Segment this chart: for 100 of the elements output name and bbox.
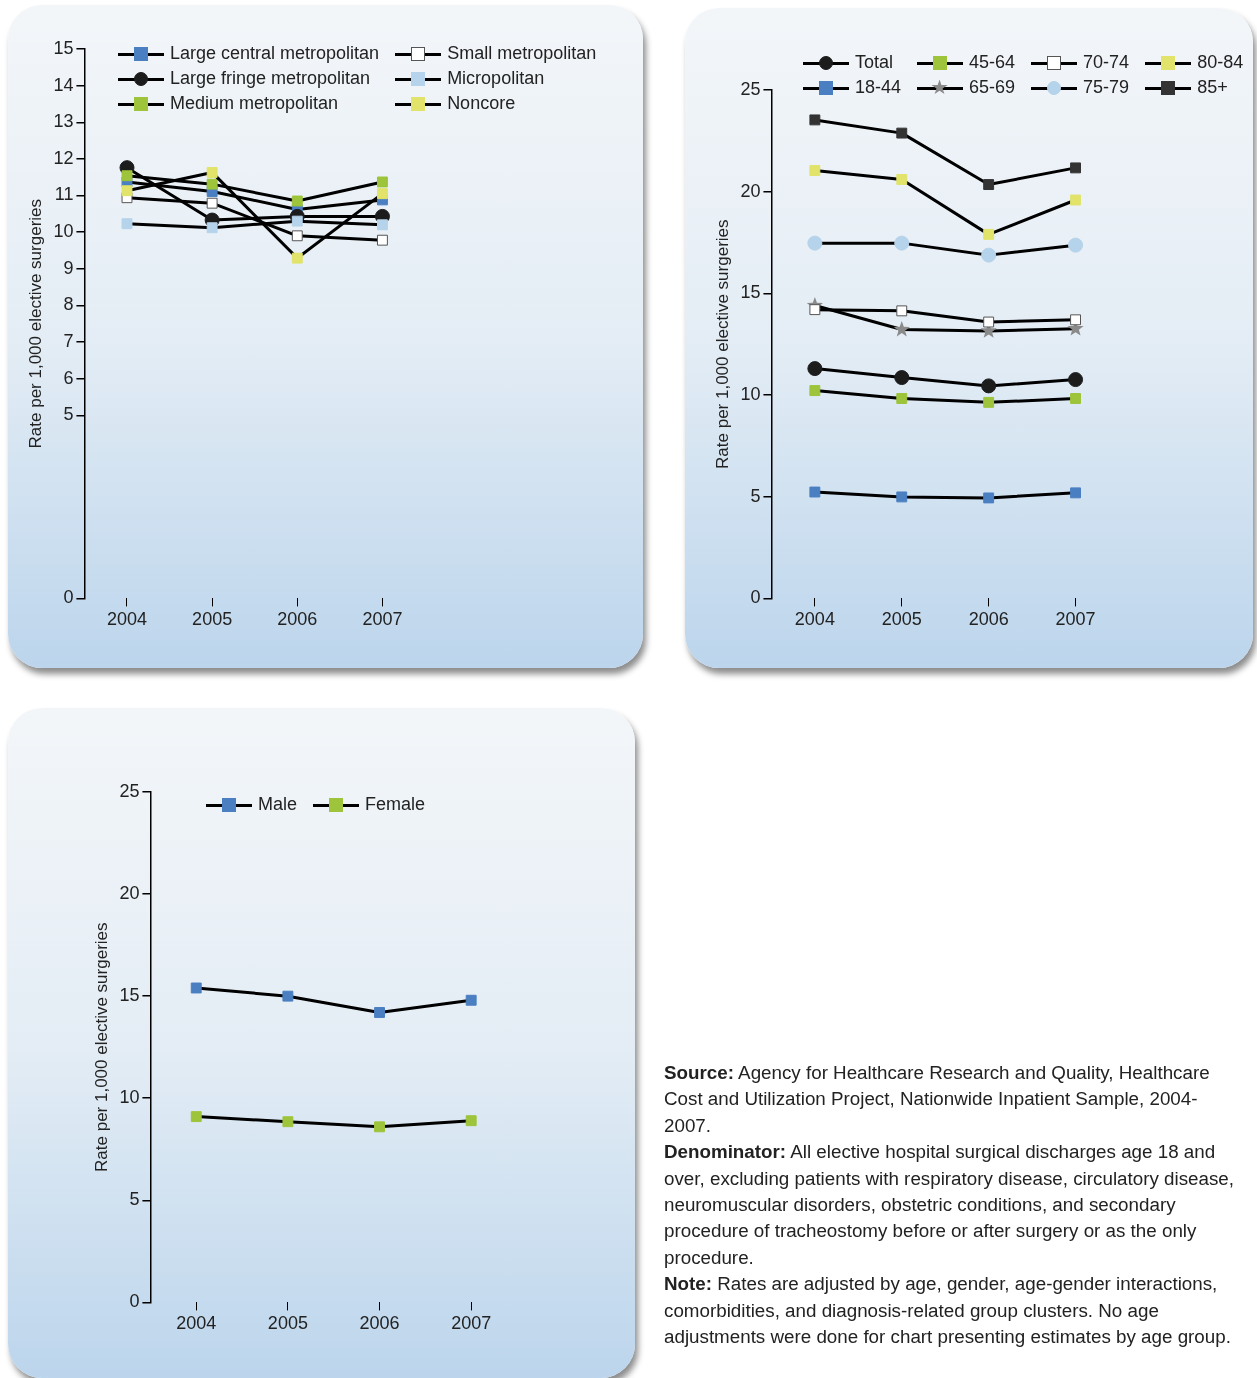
point <box>376 188 388 200</box>
legend-label: Male <box>258 794 298 815</box>
point <box>981 378 997 394</box>
legend-label: 80-84 <box>1197 52 1244 73</box>
y-tick-label: 11 <box>54 184 74 205</box>
point <box>465 994 477 1006</box>
y-tick-label: 13 <box>53 111 74 132</box>
y-tick-label: 8 <box>63 294 74 315</box>
point <box>291 230 303 242</box>
y-tick-label: 25 <box>119 780 140 801</box>
point <box>983 492 995 504</box>
y-tick-label: 14 <box>53 74 74 95</box>
y-tick-label: 7 <box>63 330 74 351</box>
point <box>376 234 388 246</box>
y-tick-label: 15 <box>53 37 74 58</box>
x-tick-label: 2006 <box>968 609 1009 630</box>
y-axis-title: Rate per 1,000 elective surgeries <box>712 219 732 469</box>
point <box>896 174 908 185</box>
y-tick-label: 20 <box>119 883 140 904</box>
legend-label: Small metropolitan <box>447 43 597 64</box>
point <box>807 361 823 377</box>
y-tick-label: 5 <box>63 404 74 425</box>
x-tick-label: 2004 <box>176 1313 217 1334</box>
y-tick-label: 9 <box>63 257 74 278</box>
point <box>896 393 908 404</box>
point <box>809 385 821 397</box>
x-tick-label: 2005 <box>267 1313 308 1334</box>
point <box>376 219 388 231</box>
y-tick-label: 10 <box>53 221 74 242</box>
point <box>1070 487 1081 499</box>
point <box>896 491 908 503</box>
x-tick-label: 2006 <box>359 1313 400 1334</box>
point <box>809 304 821 316</box>
point <box>206 166 218 178</box>
y-tick-label: 0 <box>750 587 761 608</box>
point <box>893 321 910 337</box>
point <box>983 228 995 240</box>
point <box>374 1121 385 1133</box>
point <box>809 165 821 176</box>
legend-label: 45-64 <box>969 52 1016 73</box>
y-tick-label: 5 <box>129 1189 140 1210</box>
y-tick-label: 5 <box>750 485 761 506</box>
point <box>807 235 823 251</box>
point <box>376 176 388 188</box>
point <box>190 982 202 994</box>
x-tick-label: 2004 <box>106 609 148 630</box>
point <box>1070 393 1081 404</box>
point <box>206 222 218 234</box>
point <box>1070 314 1081 326</box>
point <box>374 1007 385 1018</box>
y-axis-title: Rate per 1,000 elective surgeries <box>25 198 45 449</box>
point <box>896 305 908 317</box>
point <box>1070 162 1081 174</box>
point <box>894 370 910 386</box>
x-tick-label: 2005 <box>192 609 233 630</box>
legend-label: Micropolitan <box>447 68 545 89</box>
legend-label: Medium metropolitan <box>170 93 339 114</box>
y-tick-label: 0 <box>129 1291 140 1312</box>
legend-label: 65-69 <box>969 77 1016 98</box>
legend-label: 18-44 <box>855 77 902 98</box>
text: Denominator: All elective hospital surgical discharges age 18 and over, excluding patients with respiratory disease, circulatory disease, neuromuscular disorders, obstetric conditions, and secondary procedure of tracheostomy before or after surgery or as the only procedure. <box>664 1141 1234 1268</box>
y-tick-label: 15 <box>740 282 761 303</box>
legend-label: Noncore <box>447 93 516 114</box>
point <box>983 396 995 408</box>
point <box>894 235 910 251</box>
point <box>206 178 218 190</box>
point <box>1070 194 1081 206</box>
point <box>291 252 303 264</box>
point <box>981 247 997 263</box>
point <box>465 1115 477 1127</box>
y-tick-label: 25 <box>740 78 761 99</box>
text: Note: Rates are adjusted by age, gender, age-gender interactions, comorbidities, and diagnosis-related group clusters. No age adjustments were done for chart presenting estimates by age group. <box>664 1273 1231 1348</box>
legend-label: 85+ <box>1197 77 1228 98</box>
y-tick-label: 10 <box>740 384 761 405</box>
legend-label: Large central metropolitan <box>170 43 380 64</box>
x-tick-label: 2004 <box>794 609 835 630</box>
y-tick-label: 12 <box>53 147 74 168</box>
point <box>121 218 133 230</box>
point <box>983 316 995 328</box>
x-tick-label: 2007 <box>1055 609 1096 630</box>
legend-label: Total <box>855 52 894 73</box>
y-tick-label: 10 <box>119 1087 140 1108</box>
point <box>809 114 821 126</box>
point <box>291 195 303 207</box>
legend-label: 70-74 <box>1083 52 1130 73</box>
y-tick-label: 0 <box>63 587 74 608</box>
point <box>1068 237 1084 253</box>
point <box>121 170 133 182</box>
y-axis-title: Rate per 1,000 elective surgeries <box>91 922 111 1172</box>
x-tick-label: 2006 <box>277 609 318 630</box>
point <box>282 990 294 1002</box>
point <box>206 197 218 209</box>
point <box>121 185 133 197</box>
legend-label: Female <box>365 794 426 815</box>
point <box>190 1111 202 1123</box>
point <box>809 486 821 498</box>
point <box>983 179 995 191</box>
y-tick-label: 20 <box>740 180 761 201</box>
y-tick-label: 15 <box>119 985 140 1006</box>
legend-label: 75-79 <box>1083 77 1130 98</box>
